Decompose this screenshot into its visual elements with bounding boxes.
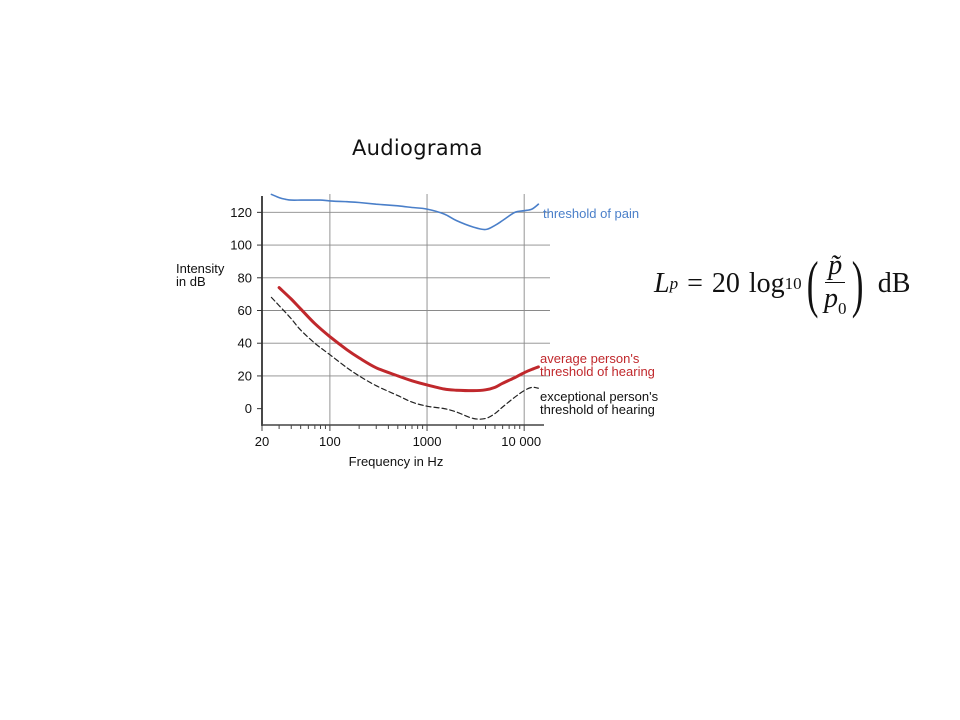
y-tick-label: 40 [238,336,252,351]
y-tick-label: 0 [245,401,252,416]
formula-lhs: L [654,268,670,299]
x-tick-label: 20 [255,434,269,449]
formula-denominator: p [823,282,838,314]
formula-coefficient: 20 [711,268,740,299]
exceptional-hearing-threshold-label: exceptional person's threshold of hearing [540,389,659,417]
x-tick-label: 100 [319,434,341,449]
y-tick-label: 80 [238,270,252,285]
y-tick-label: 120 [230,205,252,220]
x-tick-label: 10 000 [501,434,541,449]
formula-denominator-sub: 0 [837,298,847,318]
formula-fraction: p̃ p0 [823,251,847,318]
formula-lhs-sub: p [669,274,679,293]
y-tick-label: 60 [238,303,252,318]
formula-equals: = [687,268,703,299]
x-tick-label: 1000 [413,434,442,449]
y-axis-label: Intensity in dB [176,261,225,289]
formula-log: log [748,268,785,299]
pain-threshold-label: threshold of pain [543,206,639,221]
y-tick-label: 20 [238,368,252,383]
formula-close-paren: ) [852,248,864,319]
average-hearing-threshold-line [277,286,540,393]
average-hearing-threshold-label: average person's threshold of hearing [540,351,655,379]
formula-numerator: p̃ [825,251,846,283]
formula-unit: dB [877,268,911,299]
x-axis-label: Frequency in Hz [349,454,444,469]
y-tick-label: 100 [230,238,252,253]
exceptional-hearing-threshold-line [270,296,539,420]
slide-title: Audiograma [352,136,483,160]
formula-open-paren: ( [806,248,819,319]
pain-threshold-line [270,193,540,231]
formula-log-base: 10 [784,274,802,293]
